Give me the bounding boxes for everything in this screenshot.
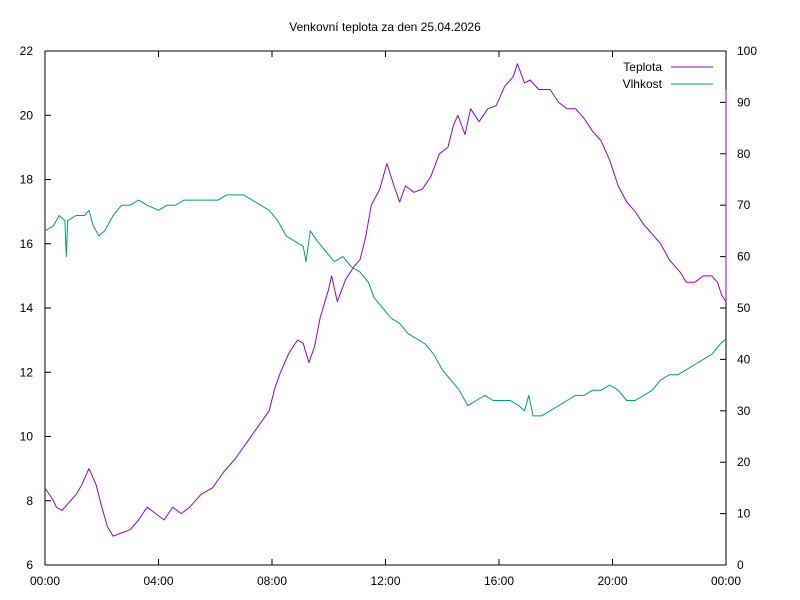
y2-tick-label: 100 xyxy=(737,44,757,58)
x-axis: 00:00 04:00 08:00 12:00 16:00 20:00 00:00 xyxy=(30,51,741,588)
legend: Teplota Vlhkost xyxy=(623,60,713,91)
y2-tick-label: 90 xyxy=(737,95,751,109)
y-tick-label: 6 xyxy=(26,558,33,572)
y2-tick-label: 30 xyxy=(737,404,751,418)
y2-tick-label: 70 xyxy=(737,198,751,212)
y2-tick-label: 20 xyxy=(737,455,751,469)
legend-label-teplota: Teplota xyxy=(623,60,662,74)
y2-tick-label: 60 xyxy=(737,250,751,264)
y-tick-label: 8 xyxy=(26,494,33,508)
y2-tick-label: 40 xyxy=(737,352,751,366)
y-tick-label: 10 xyxy=(20,430,34,444)
x-tick-label: 08:00 xyxy=(257,574,287,588)
x-tick-label: 00:00 xyxy=(30,574,60,588)
y2-tick-label: 0 xyxy=(737,558,744,572)
y-tick-label: 14 xyxy=(20,301,34,315)
x-tick-label: 16:00 xyxy=(484,574,514,588)
legend-label-vlhkost: Vlhkost xyxy=(623,77,663,91)
y2-tick-label: 10 xyxy=(737,507,751,521)
chart-title: Venkovní teplota za den 25.04.2026 xyxy=(289,20,481,34)
y-tick-label: 12 xyxy=(20,365,34,379)
series-line-teplota xyxy=(44,63,727,537)
plot-frame xyxy=(44,50,727,566)
y-axis-right: 0 10 20 30 40 50 60 70 80 90 100 xyxy=(720,44,757,572)
y-axis-left: 6 8 10 12 14 16 18 20 22 xyxy=(20,44,51,572)
series-line-vlhkost xyxy=(44,194,727,417)
x-tick-label: 00:00 xyxy=(711,574,741,588)
x-tick-label: 20:00 xyxy=(597,574,627,588)
series-layer xyxy=(44,63,727,537)
x-tick-label: 12:00 xyxy=(370,574,400,588)
y-tick-label: 18 xyxy=(20,173,34,187)
y-tick-label: 22 xyxy=(20,44,34,58)
y2-tick-label: 50 xyxy=(737,301,751,315)
y-tick-label: 20 xyxy=(20,108,34,122)
x-tick-label: 04:00 xyxy=(143,574,173,588)
y2-tick-label: 80 xyxy=(737,147,751,161)
y-tick-label: 16 xyxy=(20,237,34,251)
